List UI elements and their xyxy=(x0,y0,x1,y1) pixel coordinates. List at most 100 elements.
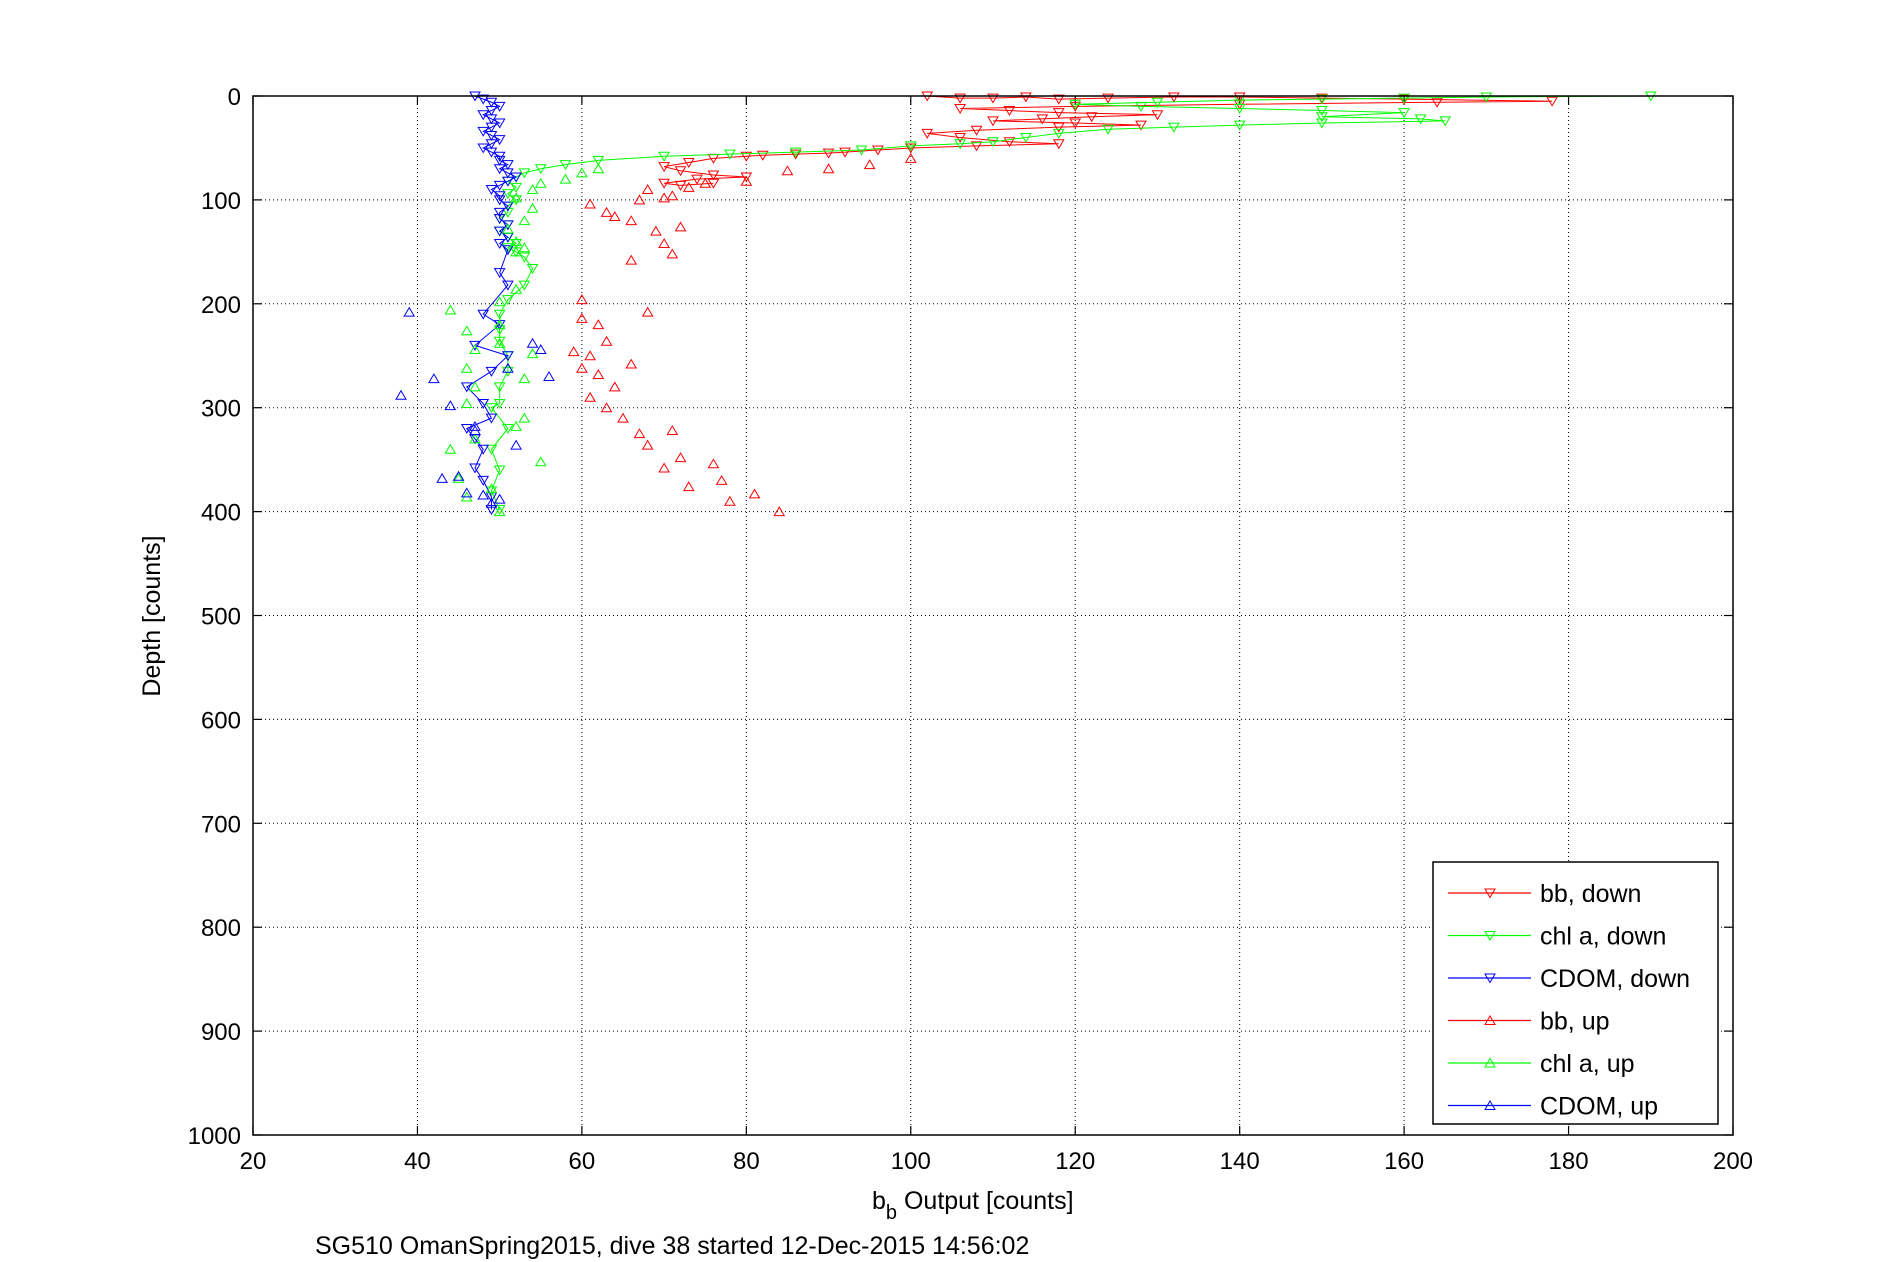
y-axis-ticks: 0 100 200 300 400 500 600 700 800 900 1000 xyxy=(188,84,1733,1150)
x-axis-label: bb Output [counts] xyxy=(872,1187,1074,1224)
data-point xyxy=(724,149,736,160)
data-point xyxy=(641,184,654,195)
data-point xyxy=(822,163,835,174)
legend-marker xyxy=(1484,973,1496,984)
data-point xyxy=(1398,93,1410,104)
data-point xyxy=(658,178,670,189)
data-point xyxy=(559,160,572,171)
data-point xyxy=(1036,114,1049,125)
legend-label: chl a, up xyxy=(1540,1050,1635,1078)
data-point xyxy=(822,148,835,159)
data-point xyxy=(559,173,572,184)
data-point xyxy=(1052,122,1065,133)
data-point xyxy=(1052,108,1065,119)
data-point xyxy=(658,192,670,203)
data-point xyxy=(477,489,490,500)
legend-label: CDOM, up xyxy=(1540,1093,1658,1121)
y-tick-label: 200 xyxy=(201,292,241,319)
data-point xyxy=(460,362,473,373)
data-point xyxy=(954,103,966,114)
data-point xyxy=(502,160,514,171)
data-point xyxy=(674,166,687,177)
data-point xyxy=(493,505,506,516)
data-point xyxy=(510,235,522,246)
data-point xyxy=(502,366,514,377)
data-point xyxy=(1480,92,1493,103)
y-tick-label: 1000 xyxy=(188,1123,241,1150)
legend-label: bb, up xyxy=(1540,1008,1610,1036)
data-point xyxy=(510,283,522,294)
data-point xyxy=(600,402,613,413)
data-point xyxy=(954,93,966,104)
x-tick-label: 180 xyxy=(1549,1148,1589,1175)
data-point xyxy=(444,443,457,454)
data-point xyxy=(1003,106,1016,117)
data-point xyxy=(510,239,522,250)
data-point xyxy=(510,172,522,183)
data-point xyxy=(485,366,498,377)
data-point xyxy=(674,452,687,463)
data-point xyxy=(1546,96,1558,107)
data-point xyxy=(493,399,506,410)
data-point xyxy=(510,246,522,257)
data-point xyxy=(493,118,506,129)
data-point xyxy=(584,391,596,402)
y-tick-label: 700 xyxy=(201,811,241,838)
data-point xyxy=(863,159,876,170)
data-point xyxy=(1439,116,1452,127)
data-series xyxy=(395,91,1657,517)
data-point xyxy=(485,147,498,158)
data-point xyxy=(699,177,712,188)
data-point xyxy=(460,398,473,409)
data-point xyxy=(781,165,794,176)
data-point xyxy=(1151,97,1164,108)
legend-marker xyxy=(1484,931,1496,941)
data-point xyxy=(469,463,481,474)
data-point xyxy=(526,202,539,213)
data-point xyxy=(477,475,490,486)
data-point xyxy=(1233,92,1246,103)
data-point xyxy=(452,470,465,481)
data-point xyxy=(584,350,596,361)
data-point xyxy=(485,403,498,414)
data-point xyxy=(1398,108,1410,119)
data-point xyxy=(485,505,498,516)
data-point xyxy=(970,125,983,136)
data-point xyxy=(641,306,654,317)
data-point xyxy=(658,238,670,249)
data-point xyxy=(485,444,498,455)
data-point xyxy=(1102,93,1114,104)
data-point xyxy=(1316,106,1328,117)
data-point xyxy=(1168,122,1180,133)
data-point xyxy=(600,335,613,346)
data-point xyxy=(485,483,498,494)
legend-item: bb, up xyxy=(1448,1008,1610,1036)
data-point xyxy=(1052,94,1065,105)
data-point xyxy=(502,168,514,179)
data-point xyxy=(493,325,506,336)
data-point xyxy=(666,425,679,436)
data-point xyxy=(502,280,514,291)
data-point xyxy=(987,116,999,127)
data-point xyxy=(1135,101,1147,112)
data-point xyxy=(773,506,786,517)
y-tick-label: 400 xyxy=(201,500,241,527)
data-point xyxy=(1135,120,1147,131)
legend-item: bb, down xyxy=(1448,880,1641,908)
data-point xyxy=(493,155,506,166)
data-point xyxy=(485,185,498,195)
data-point xyxy=(1431,97,1443,108)
data-point xyxy=(789,147,802,158)
data-point xyxy=(641,439,654,450)
data-point xyxy=(485,413,498,424)
data-point xyxy=(1102,124,1114,135)
data-point xyxy=(493,309,506,320)
data-point xyxy=(493,493,506,504)
data-point xyxy=(518,412,531,423)
data-point xyxy=(485,130,498,141)
x-tick-label: 60 xyxy=(569,1148,596,1175)
data-point xyxy=(493,101,506,112)
data-point xyxy=(592,368,605,379)
series-4 xyxy=(444,163,605,517)
data-point xyxy=(707,170,720,181)
